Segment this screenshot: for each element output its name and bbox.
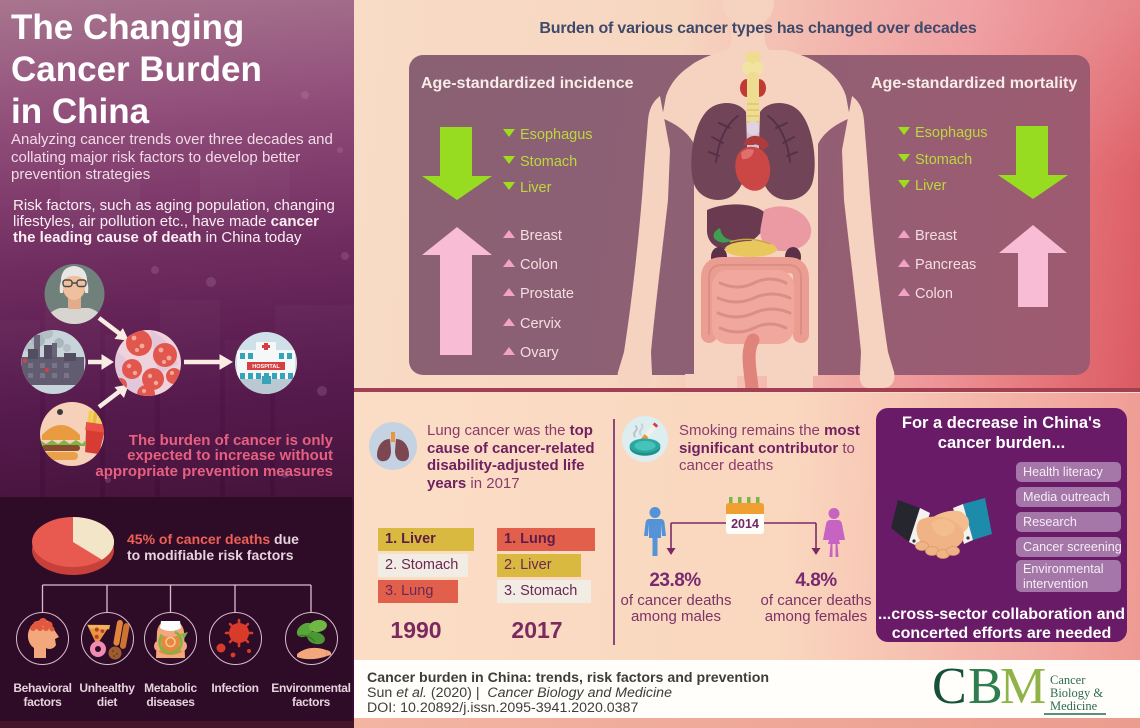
svg-text:HOSPITAL: HOSPITAL: [252, 364, 280, 370]
